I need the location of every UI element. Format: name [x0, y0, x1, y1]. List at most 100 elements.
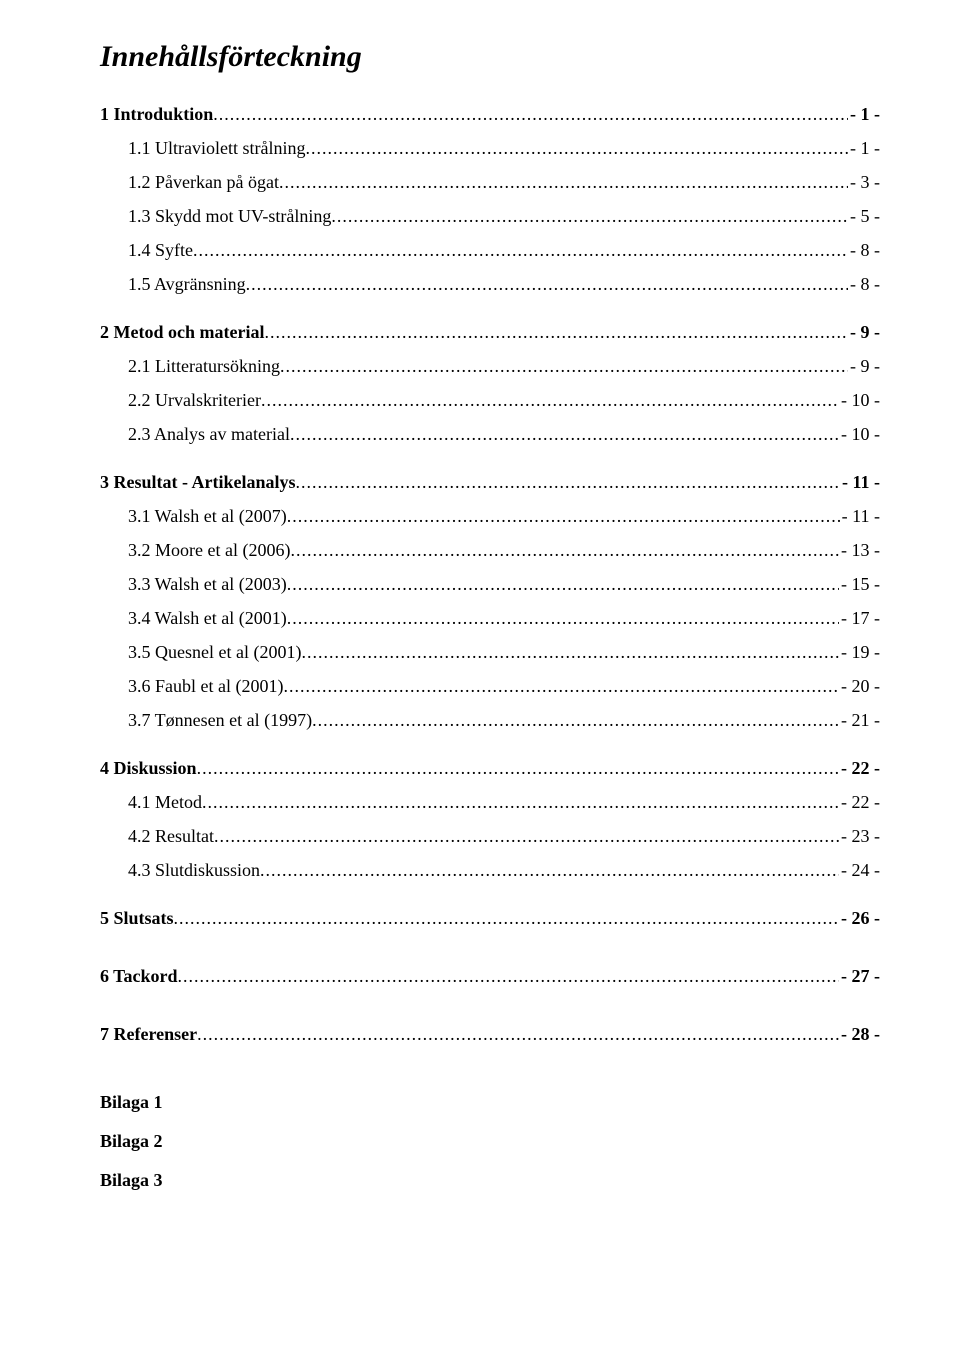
toc-row: 3.1 Walsh et al (2007) - 11 -	[100, 506, 880, 527]
toc-entry-label: 2.1 Litteratursökning	[100, 356, 280, 377]
toc-entry-page: - 3 -	[848, 172, 880, 193]
toc-leader-dots	[197, 758, 839, 779]
toc-entry-page: - 21 -	[839, 710, 880, 731]
toc-entry-label: 6 Tackord	[100, 966, 178, 987]
toc-leader-dots	[287, 574, 839, 595]
toc-gap	[100, 942, 880, 966]
toc-entry-label: 1.2 Påverkan på ögat	[100, 172, 279, 193]
toc-gap	[100, 458, 880, 472]
toc-row: 3.2 Moore et al (2006) - 13 -	[100, 540, 880, 561]
toc-entry-label: 3.6 Faubl et al (2001)	[100, 676, 283, 697]
toc-gap	[100, 744, 880, 758]
toc-gap	[100, 894, 880, 908]
toc-leader-dots	[312, 710, 839, 731]
appendix-entry: Bilaga 2	[100, 1131, 880, 1152]
toc-entry-page: - 10 -	[839, 390, 880, 411]
toc-entry-page: - 13 -	[839, 540, 880, 561]
toc-entry-label: 1.5 Avgränsning	[100, 274, 246, 295]
toc-row: 2.3 Analys av material - 10 -	[100, 424, 880, 445]
toc-leader-dots	[213, 104, 848, 125]
toc-row: 3.5 Quesnel et al (2001) - 19 -	[100, 642, 880, 663]
toc-entry-label: 3.7 Tønnesen et al (1997)	[100, 710, 312, 731]
toc-gap	[100, 1000, 880, 1024]
toc-leader-dots	[264, 322, 848, 343]
toc-row: 1.4 Syfte - 8 -	[100, 240, 880, 261]
appendix-entry: Bilaga 3	[100, 1170, 880, 1191]
toc-entry-label: 2 Metod och material	[100, 322, 264, 343]
toc-entry-label: 3.2 Moore et al (2006)	[100, 540, 290, 561]
toc-entry-label: 7 Referenser	[100, 1024, 197, 1045]
toc-entry-page: - 8 -	[848, 240, 880, 261]
toc-entry-page: - 26 -	[839, 908, 880, 929]
toc-row: 3.4 Walsh et al (2001) - 17 -	[100, 608, 880, 629]
toc-leader-dots	[197, 1024, 839, 1045]
toc-entry-label: 1.1 Ultraviolett strålning	[100, 138, 305, 159]
toc-entry-label: 2.2 Urvalskriterier	[100, 390, 261, 411]
toc-leader-dots	[193, 240, 848, 261]
toc-leader-dots	[296, 472, 841, 493]
toc-entry-page: - 17 -	[839, 608, 880, 629]
toc-entry-page: - 27 -	[839, 966, 880, 987]
toc-entry-label: 4.3 Slutdiskussion	[100, 860, 260, 881]
toc-leader-dots	[174, 908, 839, 929]
toc-leader-dots	[287, 506, 840, 527]
appendix-entry: Bilaga 1	[100, 1092, 880, 1113]
toc-row: 4 Diskussion - 22 -	[100, 758, 880, 779]
toc-leader-dots	[280, 356, 848, 377]
toc-entry-page: - 19 -	[839, 642, 880, 663]
toc-row: 4.3 Slutdiskussion- 24 -	[100, 860, 880, 881]
toc-gap	[100, 308, 880, 322]
toc-title: Innehållsförteckning	[100, 40, 880, 74]
toc-leader-dots	[279, 172, 848, 193]
toc-entry-page: - 10 -	[839, 424, 880, 445]
toc-entry-label: 3 Resultat - Artikelanalys	[100, 472, 296, 493]
spacer-before-appendix	[100, 1058, 880, 1092]
toc-entry-page: - 22 -	[839, 758, 880, 779]
toc-row: 1.2 Påverkan på ögat - 3 -	[100, 172, 880, 193]
toc-entry-page: - 23 -	[839, 826, 880, 847]
toc-entry-page: - 11 -	[840, 506, 880, 527]
toc-entry-page: - 5 -	[848, 206, 880, 227]
toc-row: 4.1 Metod - 22 -	[100, 792, 880, 813]
toc-leader-dots	[178, 966, 839, 987]
toc-entry-page: - 1 -	[848, 104, 880, 125]
toc-entry-label: 3.4 Walsh et al (2001)	[100, 608, 287, 629]
toc-row: 3.3 Walsh et al (2003)- 15 -	[100, 574, 880, 595]
toc-leader-dots	[290, 424, 839, 445]
toc-entry-page: - 1 -	[848, 138, 880, 159]
toc-entry-label: 2.3 Analys av material	[100, 424, 290, 445]
toc-row: 1.1 Ultraviolett strålning - 1 -	[100, 138, 880, 159]
toc-row: 4.2 Resultat - 23 -	[100, 826, 880, 847]
toc-leader-dots	[202, 792, 839, 813]
toc-row: 5 Slutsats - 26 -	[100, 908, 880, 929]
toc-entry-label: 1 Introduktion	[100, 104, 213, 125]
toc-entry-page: - 11 -	[840, 472, 880, 493]
toc-leader-dots	[246, 274, 848, 295]
toc-row: 2.1 Litteratursökning - 9 -	[100, 356, 880, 377]
toc-row: 7 Referenser - 28 -	[100, 1024, 880, 1045]
appendix-list: Bilaga 1 Bilaga 2 Bilaga 3	[100, 1092, 880, 1191]
toc-list: 1 Introduktion- 1 -1.1 Ultraviolett strå…	[100, 104, 880, 1045]
toc-entry-page: - 28 -	[839, 1024, 880, 1045]
toc-entry-label: 1.3 Skydd mot UV-strålning	[100, 206, 331, 227]
toc-leader-dots	[260, 860, 839, 881]
toc-entry-label: 3.1 Walsh et al (2007)	[100, 506, 287, 527]
toc-leader-dots	[287, 608, 839, 629]
toc-entry-page: - 22 -	[839, 792, 880, 813]
toc-entry-label: 4.1 Metod	[100, 792, 202, 813]
toc-entry-label: 5 Slutsats	[100, 908, 174, 929]
toc-row: 3.6 Faubl et al (2001) - 20 -	[100, 676, 880, 697]
toc-entry-label: 4 Diskussion	[100, 758, 197, 779]
toc-leader-dots	[301, 642, 839, 663]
toc-entry-label: 3.5 Quesnel et al (2001)	[100, 642, 301, 663]
toc-row: 2.2 Urvalskriterier - 10 -	[100, 390, 880, 411]
toc-leader-dots	[283, 676, 839, 697]
toc-entry-label: 1.4 Syfte	[100, 240, 193, 261]
toc-entry-page: - 9 -	[848, 356, 880, 377]
toc-leader-dots	[290, 540, 839, 561]
toc-leader-dots	[261, 390, 839, 411]
toc-leader-dots	[214, 826, 839, 847]
toc-entry-label: 4.2 Resultat	[100, 826, 214, 847]
toc-entry-page: - 20 -	[839, 676, 880, 697]
toc-entry-label: 3.3 Walsh et al (2003)	[100, 574, 287, 595]
